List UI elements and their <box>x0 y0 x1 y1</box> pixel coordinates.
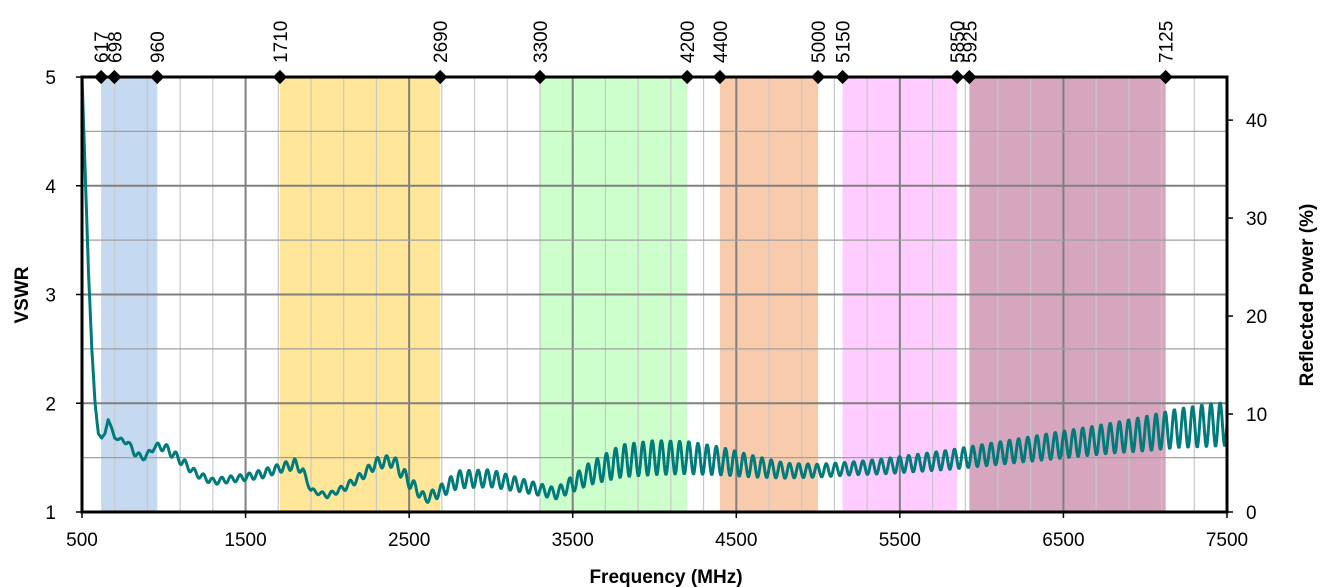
band-marker-7125 <box>1158 69 1173 85</box>
x-axis-title: Frequency (MHz) <box>589 567 742 587</box>
y-axis-ticks: 1 2 3 4 5 <box>45 68 82 524</box>
x-tick-label: 3500 <box>552 530 594 551</box>
x-tick-label: 7500 <box>1206 530 1248 551</box>
band-marker-label-1710: 1710 <box>271 21 292 63</box>
y-tick-label: 3 <box>45 286 56 307</box>
band-marker-3300 <box>532 69 548 85</box>
band-marker-label-7125: 7125 <box>1157 21 1178 63</box>
band-marker-5000 <box>811 69 826 85</box>
band-marker-4200 <box>680 69 695 85</box>
band-marker-1710 <box>272 69 287 85</box>
x-tick-label: 2500 <box>388 530 430 551</box>
x-tick-label: 1500 <box>224 530 266 551</box>
grid-lines <box>82 77 1227 512</box>
y-tick-label: 5 <box>45 68 56 89</box>
band-marker-label-3300: 3300 <box>531 21 552 63</box>
y2-axis-ticks: 0 10 20 30 40 <box>1227 111 1267 524</box>
y2-tick-label: 30 <box>1246 209 1267 230</box>
band-marker-label-4400: 4400 <box>711 21 732 63</box>
y2-axis-title: Reflected Power (%) <box>1297 204 1318 387</box>
y2-tick-label: 0 <box>1246 503 1257 524</box>
band-marker-label-5925: 5925 <box>960 21 981 63</box>
band-marker-5850 <box>950 69 965 85</box>
band-marker-2690 <box>433 69 448 85</box>
band-marker-label-2690: 2690 <box>431 21 452 63</box>
band-marker-label-5850: 5850 <box>948 21 969 63</box>
y-tick-label: 2 <box>45 394 56 415</box>
band-marker-label-960: 960 <box>148 31 169 63</box>
series-line-0 <box>80 76 1229 504</box>
band-marker-label-5150: 5150 <box>834 21 855 63</box>
x-axis-ticks: 500 1500 2500 3500 4500 5500 6500 7500 <box>66 512 1248 551</box>
x-tick-label: 4500 <box>715 530 757 551</box>
band-marker-5150 <box>835 69 850 85</box>
band-marker-5925 <box>962 69 977 85</box>
series-layer <box>80 76 1229 504</box>
band-marker-label-4200: 4200 <box>678 21 699 63</box>
x-tick-label: 5500 <box>879 530 921 551</box>
band-marker-4400 <box>712 69 727 85</box>
band-marker-label-5000: 5000 <box>809 21 830 63</box>
y2-tick-label: 10 <box>1246 405 1267 426</box>
y2-tick-label: 40 <box>1246 111 1267 132</box>
band-marker-label-698: 698 <box>105 31 126 63</box>
y2-tick-label: 20 <box>1246 307 1267 328</box>
x-tick-label: 6500 <box>1042 530 1084 551</box>
y-tick-label: 1 <box>45 503 56 524</box>
y-tick-label: 4 <box>45 177 56 198</box>
band-marker-label-617: 617 <box>92 31 113 63</box>
y-axis-title: VSWR <box>12 266 33 323</box>
x-tick-label: 500 <box>66 530 98 551</box>
